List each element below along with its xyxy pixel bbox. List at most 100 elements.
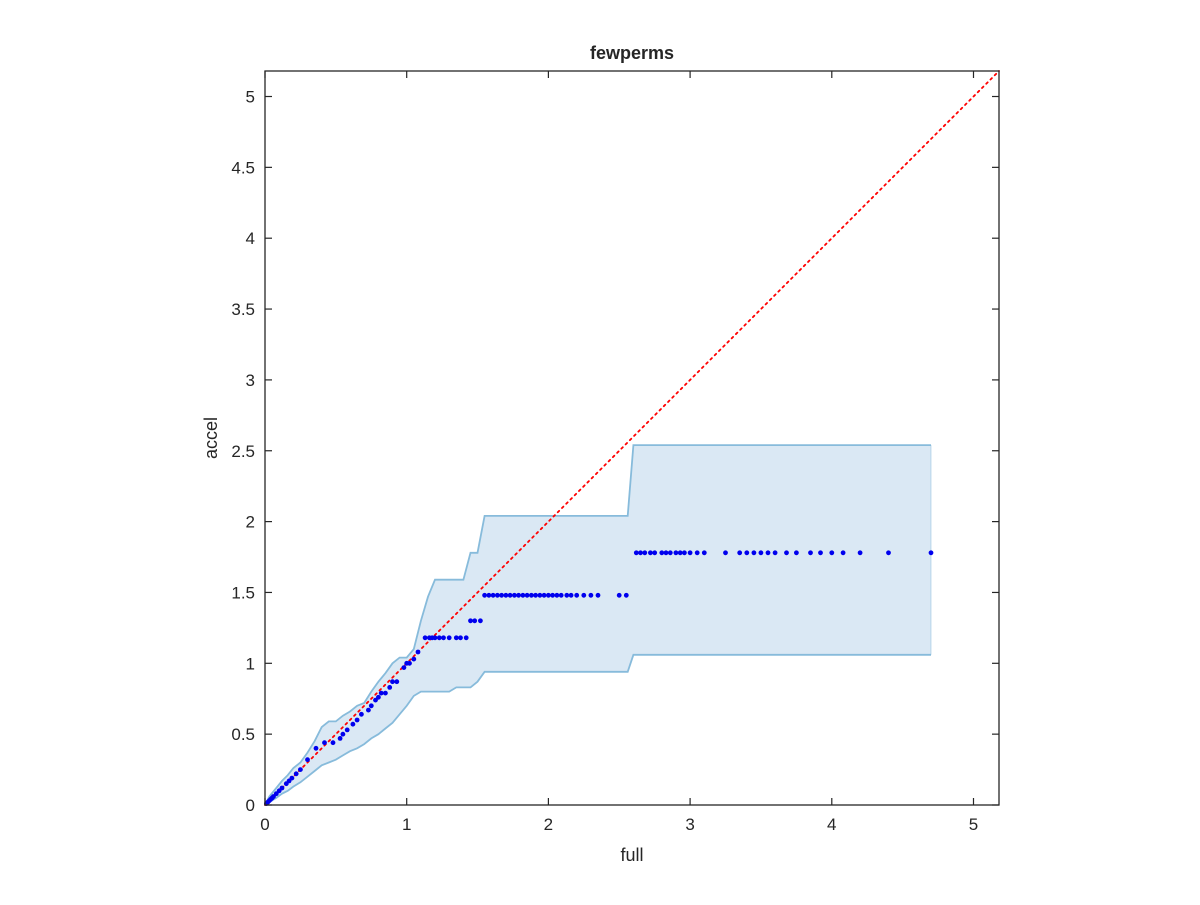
data-points	[264, 550, 934, 806]
data-point	[486, 592, 492, 598]
data-point	[652, 550, 658, 556]
y-tick-label: 2	[246, 513, 255, 532]
data-point	[289, 775, 295, 781]
data-point	[411, 656, 417, 662]
x-axis-ticks: 0 1 2 3 4 5	[260, 71, 978, 834]
data-point	[642, 550, 648, 556]
axes-box	[264, 70, 1000, 806]
x-axis-label: full	[620, 845, 643, 865]
x-tick-label: 5	[969, 815, 978, 834]
data-point	[659, 550, 665, 556]
axes-frame	[264, 70, 1000, 806]
data-point	[829, 550, 835, 556]
y-tick-label: 2.5	[231, 442, 255, 461]
data-point	[478, 618, 483, 624]
data-point	[293, 771, 299, 777]
data-point	[574, 592, 580, 598]
y-tick-label: 0	[246, 796, 255, 815]
x-tick-label: 2	[544, 815, 553, 834]
data-point	[633, 550, 639, 556]
data-point	[588, 592, 594, 598]
data-point	[564, 592, 570, 598]
data-point	[383, 690, 388, 696]
data-point	[886, 550, 891, 556]
data-point	[503, 592, 509, 598]
data-point	[758, 550, 764, 556]
data-point	[368, 703, 374, 709]
data-point	[772, 550, 778, 556]
y-tick-label: 3.5	[231, 300, 255, 319]
data-point	[330, 740, 336, 746]
y-axis-ticks: 0 0.5 1 1.5 2 2.5 3 3.5 4 4.5 5	[231, 88, 999, 815]
data-point	[682, 550, 687, 556]
data-point	[354, 717, 360, 723]
data-point	[529, 592, 534, 598]
identity-reference-line	[264, 70, 1000, 806]
data-point	[376, 694, 381, 700]
data-point	[390, 679, 395, 685]
data-point	[273, 791, 279, 797]
y-tick-label: 3	[246, 371, 255, 390]
data-point	[482, 592, 487, 598]
data-point	[415, 649, 421, 655]
data-point	[350, 721, 356, 727]
data-point	[366, 707, 371, 713]
data-point	[554, 592, 560, 598]
confidence-band	[264, 444, 932, 806]
data-point	[516, 592, 521, 598]
data-point	[468, 618, 473, 624]
band-fill	[265, 445, 931, 805]
data-point	[422, 635, 428, 641]
data-point	[495, 592, 500, 598]
data-point	[507, 592, 513, 598]
data-point	[794, 550, 799, 556]
data-point	[616, 592, 622, 598]
y-tick-label: 5	[246, 88, 255, 107]
x-tick-label: 0	[260, 815, 269, 834]
data-point	[623, 592, 629, 598]
data-point	[401, 665, 407, 670]
data-point	[340, 731, 346, 737]
data-point	[928, 550, 934, 556]
data-point	[667, 550, 673, 556]
data-point	[550, 592, 555, 598]
data-point	[432, 635, 438, 641]
data-point	[541, 592, 547, 598]
diagonal-line	[264, 70, 1000, 806]
y-tick-label: 4.5	[231, 158, 255, 177]
data-point	[638, 550, 643, 556]
data-point	[765, 550, 771, 556]
data-point	[751, 550, 757, 556]
data-point	[512, 592, 517, 598]
data-point	[677, 550, 683, 556]
data-point	[546, 592, 551, 598]
data-point	[673, 550, 679, 556]
data-point	[537, 592, 543, 598]
x-tick-label: 4	[827, 815, 836, 834]
data-point	[472, 618, 478, 624]
y-tick-label: 0.5	[231, 725, 255, 744]
data-point	[840, 550, 846, 556]
data-point	[490, 592, 496, 598]
data-point	[581, 592, 587, 598]
data-point	[322, 740, 327, 746]
data-point	[441, 635, 446, 641]
data-point	[453, 635, 459, 641]
data-point	[394, 679, 400, 685]
data-point	[407, 660, 412, 666]
data-point	[446, 635, 452, 641]
data-point	[701, 550, 707, 556]
data-point	[694, 550, 700, 556]
y-tick-label: 1	[246, 654, 255, 673]
data-point	[520, 592, 526, 598]
data-point	[784, 550, 789, 556]
data-point	[279, 785, 285, 791]
band-lower-edge	[264, 653, 931, 806]
chart-title: fewperms	[590, 43, 674, 63]
data-point	[298, 767, 303, 772]
data-point	[463, 635, 469, 641]
data-point	[499, 592, 504, 598]
y-tick-label: 1.5	[231, 583, 255, 602]
data-point	[337, 736, 343, 741]
